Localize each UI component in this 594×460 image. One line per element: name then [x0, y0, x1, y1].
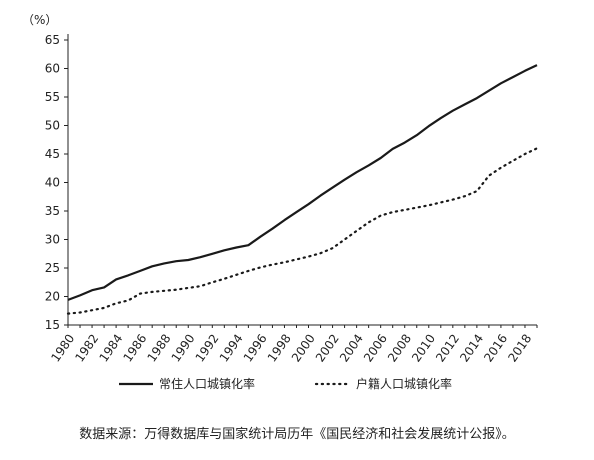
legend-label: 常住人口城镇化率 [159, 376, 255, 391]
series-line-hukou [66, 147, 539, 315]
y-tick-label: 40 [45, 176, 60, 190]
x-tick-label: 1996 [241, 332, 270, 365]
x-tick-label: 1992 [193, 332, 222, 365]
source-note: 数据来源：万得数据库与国家统计局历年《国民经济和社会发展统计公报》。 [79, 427, 515, 442]
x-tick-label: 2010 [409, 332, 438, 365]
x-tick-label: 2014 [457, 332, 486, 365]
legend-label: 户籍人口城镇化率 [356, 376, 452, 391]
y-tick-label: 20 [45, 290, 60, 304]
x-tick-label: 1980 [48, 332, 77, 365]
y-tick-label: 65 [45, 33, 60, 47]
y-tick-label: 15 [45, 318, 60, 332]
x-tick-label: 2018 [505, 332, 534, 365]
x-tick-label: 1982 [72, 332, 101, 365]
series-lines [66, 64, 539, 315]
x-tick-label: 2016 [481, 332, 510, 365]
y-tick-label: 30 [45, 233, 60, 247]
legend-item-resident: 常住人口城镇化率 [119, 376, 255, 391]
y-tick-label: 45 [45, 147, 60, 161]
x-tick-label: 2000 [289, 332, 318, 365]
y-tick-label: 35 [45, 204, 60, 218]
x-tick-label: 2008 [385, 332, 414, 365]
x-tick-label: 2006 [361, 332, 390, 365]
series-line-resident [67, 64, 538, 301]
y-axis-ticks: 15 20 25 30 35 40 45 50 55 60 65 [45, 33, 68, 332]
x-axis-ticks: 1980198219841986198819901992199419961998… [48, 325, 538, 365]
x-tick-label: 1984 [96, 332, 125, 365]
y-tick-label: 60 [45, 62, 60, 76]
axes [67, 34, 537, 326]
x-tick-label: 2012 [433, 332, 462, 365]
y-tick-label: 55 [45, 90, 60, 104]
y-tick-label: 50 [45, 119, 60, 133]
x-tick-label: 1988 [145, 332, 174, 365]
x-tick-label: 1990 [169, 332, 198, 365]
y-axis-unit-label: （%） [22, 13, 57, 27]
legend-item-hukou: 户籍人口城镇化率 [314, 376, 452, 391]
x-tick-label: 1994 [217, 332, 246, 365]
legend: 常住人口城镇化率 户籍人口城镇化率 [119, 376, 452, 391]
y-tick-label: 25 [45, 261, 60, 275]
x-tick-label: 2004 [337, 332, 366, 365]
x-tick-label: 1986 [121, 332, 150, 365]
x-tick-label: 2002 [313, 332, 342, 365]
x-tick-label: 1998 [265, 332, 294, 365]
